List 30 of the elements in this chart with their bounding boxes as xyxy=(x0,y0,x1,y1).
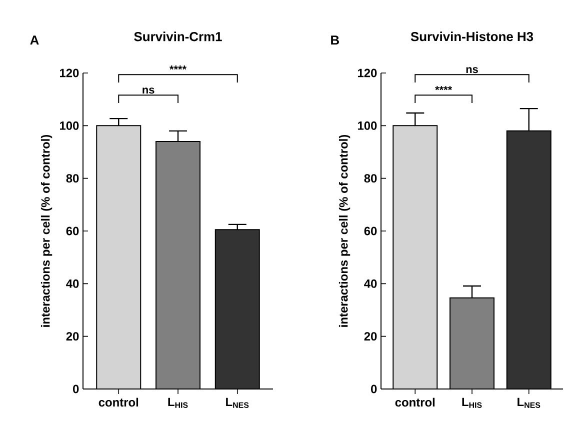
y-tick-label: 60 xyxy=(364,226,377,236)
y-tick-label: 0 xyxy=(371,384,377,394)
y-tick-label: 60 xyxy=(66,226,79,236)
x-tick-label: L$_{NES}$ xyxy=(518,398,540,408)
y-tick-label: 80 xyxy=(66,174,79,183)
chart-title: Survivin-Crm1 xyxy=(134,32,222,42)
text: B xyxy=(331,36,339,45)
chart-title: Survivin-Histone H3 xyxy=(410,32,534,42)
x-tick-label: control xyxy=(395,398,435,407)
y-tick-label: 20 xyxy=(364,332,377,341)
x-tick-label: L$_{NES}$ xyxy=(226,398,249,408)
annotation: ns xyxy=(466,67,478,74)
y-tick-label: 100 xyxy=(358,121,377,130)
y-tick-label: 120 xyxy=(60,68,79,78)
x-tick-label: control xyxy=(98,398,138,407)
text: A xyxy=(30,36,39,45)
y-tick-label: 120 xyxy=(358,68,377,78)
annotation: **** xyxy=(435,86,452,90)
y-tick-label: 20 xyxy=(66,332,79,341)
y-tick-label: 40 xyxy=(66,279,79,288)
y-axis-title: interactions per cell (% of control) xyxy=(40,134,52,327)
y-tick-label: 0 xyxy=(73,384,79,394)
y-tick-label: 100 xyxy=(60,121,79,130)
y-axis-title: interactions per cell (% of control) xyxy=(338,134,350,327)
annotation: ns xyxy=(142,88,154,94)
text: **** xyxy=(170,66,187,70)
x-tick-label: L$_{HIS}$ xyxy=(168,398,188,408)
x-tick-label: L$_{HIS}$ xyxy=(462,398,482,408)
y-tick-label: 80 xyxy=(364,174,377,183)
y-tick-label: 40 xyxy=(364,279,377,288)
